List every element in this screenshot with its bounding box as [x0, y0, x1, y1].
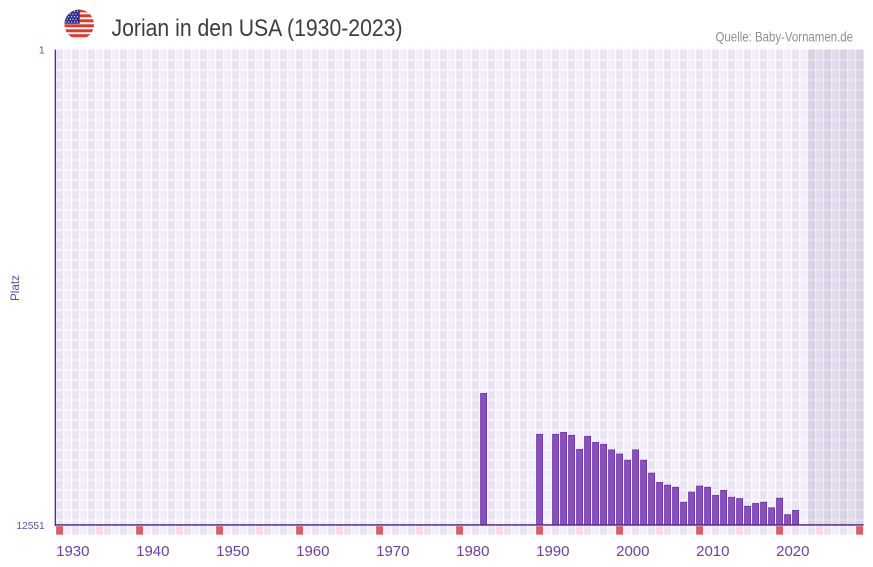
svg-text:1930: 1930: [56, 543, 89, 560]
svg-text:Quelle: Baby-Vornamen.de: Quelle: Baby-Vornamen.de: [716, 29, 854, 45]
svg-text:1980: 1980: [456, 543, 489, 560]
svg-text:2000: 2000: [616, 543, 649, 560]
svg-text:2010: 2010: [696, 543, 729, 560]
svg-text:1940: 1940: [136, 543, 169, 560]
svg-text:Jorian in den USA (1930-2023): Jorian in den USA (1930-2023): [112, 15, 403, 42]
svg-text:1970: 1970: [376, 543, 409, 560]
svg-text:12551: 12551: [17, 520, 45, 532]
svg-text:1: 1: [39, 45, 45, 57]
svg-text:1960: 1960: [296, 543, 329, 560]
svg-text:Platz: Platz: [8, 275, 22, 301]
svg-text:2020: 2020: [776, 543, 809, 560]
svg-text:1990: 1990: [536, 543, 569, 560]
svg-text:1950: 1950: [216, 543, 249, 560]
